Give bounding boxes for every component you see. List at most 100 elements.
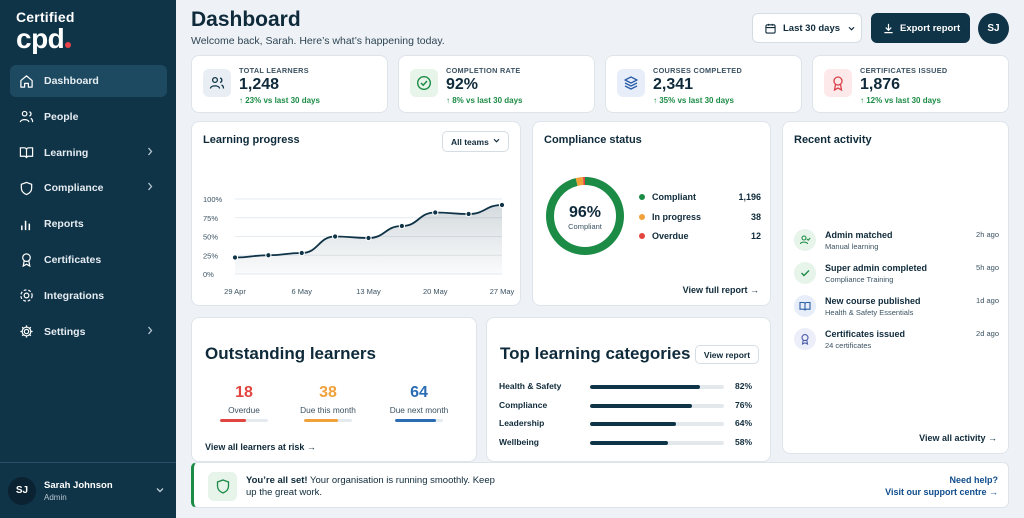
stat-value: 92% bbox=[446, 76, 479, 93]
gear-icon bbox=[18, 324, 34, 340]
view-full-report-link[interactable]: View full report → bbox=[682, 285, 759, 295]
activity-subtitle: Manual learning bbox=[825, 242, 879, 251]
category-name: Health & Safety bbox=[499, 381, 562, 391]
sidebar-item-label: Integrations bbox=[44, 289, 105, 302]
sidebar-item-compliance[interactable]: Compliance bbox=[10, 172, 167, 204]
progress-point[interactable] bbox=[231, 254, 239, 261]
sidebar-item-settings[interactable]: Settings bbox=[10, 316, 167, 348]
category-percent: 76% bbox=[734, 399, 752, 410]
chevron-down-icon bbox=[848, 26, 855, 31]
stat-value: 1,876 bbox=[860, 76, 901, 93]
users-icon bbox=[203, 69, 231, 97]
sidebar-nav: Dashboard People Learning Compliance Reports… bbox=[10, 65, 167, 351]
export-report-button[interactable]: Export report bbox=[871, 13, 970, 43]
view-report-button[interactable]: View report bbox=[695, 345, 759, 364]
recent-activity-card: Recent activity Admin matched Manual lear… bbox=[782, 121, 1009, 454]
progress-point[interactable] bbox=[298, 249, 305, 257]
outstanding-count: 64 bbox=[410, 384, 428, 401]
legend-label: Overdue bbox=[652, 231, 689, 241]
outstanding-stat-due-this-month[interactable]: 38 Due this month bbox=[288, 384, 368, 422]
user-check-icon bbox=[794, 229, 816, 251]
category-bar-fill bbox=[590, 385, 700, 389]
activity-title: Admin matched bbox=[825, 230, 893, 240]
progress-point[interactable] bbox=[365, 234, 372, 242]
progress-point[interactable] bbox=[432, 209, 439, 216]
stat-card-courses-completed: COURSES COMPLETED 2,341 ↑ 35% vs last 30 d… bbox=[605, 55, 802, 113]
profile-avatar[interactable]: SJ bbox=[978, 13, 1009, 44]
stat-card-completion-rate: COMPLETION RATE 92% ↑ 8% vs last 30 days bbox=[398, 55, 595, 113]
category-bar bbox=[590, 441, 724, 446]
view-all-activity-link[interactable]: View all activity → bbox=[919, 433, 997, 443]
stat-label: COMPLETION RATE bbox=[446, 66, 521, 75]
progress-point[interactable] bbox=[465, 210, 472, 218]
sidebar-item-integrations[interactable]: Integrations bbox=[10, 280, 167, 312]
progress-point[interactable] bbox=[398, 222, 405, 230]
activity-title: Certificates issued bbox=[825, 329, 906, 339]
user-menu[interactable]: SJ Sarah Johnson Admin bbox=[0, 462, 176, 518]
need-help-link[interactable]: Need help? bbox=[949, 475, 998, 485]
stat-value: 1,248 bbox=[239, 76, 280, 93]
x-tick-label: 6 May bbox=[292, 287, 313, 296]
date-range-label: Last 30 days bbox=[783, 22, 841, 34]
progress-point[interactable] bbox=[498, 201, 506, 209]
page-subtitle: Welcome back, Sarah. Here’s what’s happe… bbox=[191, 35, 445, 47]
chevron-right-icon bbox=[148, 326, 153, 335]
activity-subtitle: Health & Safety Essentials bbox=[825, 308, 914, 317]
category-bar bbox=[590, 403, 724, 408]
outstanding-label: Overdue bbox=[228, 405, 260, 415]
sidebar-item-dashboard[interactable]: Dashboard bbox=[10, 65, 167, 97]
logo[interactable]: Certified cpd bbox=[16, 10, 75, 53]
learning-progress-title: Learning progress bbox=[203, 134, 300, 146]
sidebar-item-reports[interactable]: Reports bbox=[10, 208, 167, 240]
category-name: Leadership bbox=[499, 418, 545, 429]
activity-subtitle: 24 certificates bbox=[825, 341, 872, 350]
stat-card-total-learners: TOTAL LEARNERS 1,248 ↑ 23% vs last 30 days bbox=[191, 55, 388, 113]
user-name: Sarah Johnson bbox=[44, 479, 113, 491]
outstanding-label: Due this month bbox=[300, 405, 356, 415]
sidebar: Certified cpd Dashboard People Learning Com… bbox=[0, 0, 176, 518]
people-icon bbox=[18, 109, 34, 125]
activity-time: 1d ago bbox=[976, 296, 999, 305]
y-tick-label: 100% bbox=[203, 195, 223, 204]
chevron-right-icon bbox=[148, 182, 153, 191]
shield-check-icon bbox=[208, 472, 237, 501]
outstanding-bar bbox=[220, 419, 268, 422]
progress-point[interactable] bbox=[332, 233, 339, 240]
sidebar-item-people[interactable]: People bbox=[10, 101, 167, 133]
compliance-donut: 96% Compliant bbox=[546, 177, 624, 255]
sidebar-item-learning[interactable]: Learning bbox=[10, 137, 167, 169]
export-report-label: Export report bbox=[900, 22, 961, 34]
sidebar-item-label: Compliance bbox=[44, 182, 104, 195]
outstanding-learners-card: Outstanding learners 18 Overdue 38 Due this… bbox=[191, 317, 477, 462]
sidebar-item-label: People bbox=[44, 110, 79, 123]
avatar: SJ bbox=[8, 476, 36, 505]
status-banner: You’re all set! Your organisation is run… bbox=[191, 462, 1009, 508]
legend-label: In progress bbox=[652, 211, 702, 222]
support-centre-link[interactable]: Visit our support centre → bbox=[885, 486, 998, 497]
compliance-legend-compliant: Compliant 1,196 bbox=[639, 192, 761, 202]
recent-activity-title: Recent activity bbox=[794, 134, 872, 146]
outstanding-label: Due next month bbox=[389, 405, 449, 415]
donut-overdue-arc bbox=[546, 177, 624, 255]
category-row: Wellbeing 58% bbox=[499, 435, 752, 449]
date-range-button[interactable]: Last 30 days bbox=[752, 13, 862, 43]
activity-title: New course published bbox=[825, 296, 921, 306]
book-open-icon bbox=[794, 295, 816, 317]
team-filter-select[interactable]: All teams bbox=[442, 131, 509, 152]
book-icon bbox=[18, 145, 34, 161]
check-icon bbox=[794, 262, 816, 284]
category-name: Compliance bbox=[499, 399, 548, 410]
activity-time: 2h ago bbox=[976, 230, 999, 239]
progress-point[interactable] bbox=[265, 252, 272, 259]
outstanding-stat-overdue[interactable]: 18 Overdue bbox=[204, 384, 284, 422]
legend-count: 38 bbox=[750, 211, 761, 222]
category-name: Wellbeing bbox=[499, 437, 539, 448]
view-learners-at-risk-link[interactable]: View all learners at risk → bbox=[205, 442, 316, 452]
outstanding-bar-fill bbox=[395, 419, 436, 422]
outstanding-stat-due-next-month[interactable]: 64 Due next month bbox=[379, 384, 459, 422]
activity-time: 2d ago bbox=[976, 329, 999, 338]
sidebar-item-certificates[interactable]: Certificates bbox=[10, 244, 167, 276]
y-tick-label: 50% bbox=[203, 233, 218, 242]
compliance-legend-in-progress: In progress 38 bbox=[639, 212, 761, 222]
x-tick-label: 27 May bbox=[490, 287, 515, 296]
